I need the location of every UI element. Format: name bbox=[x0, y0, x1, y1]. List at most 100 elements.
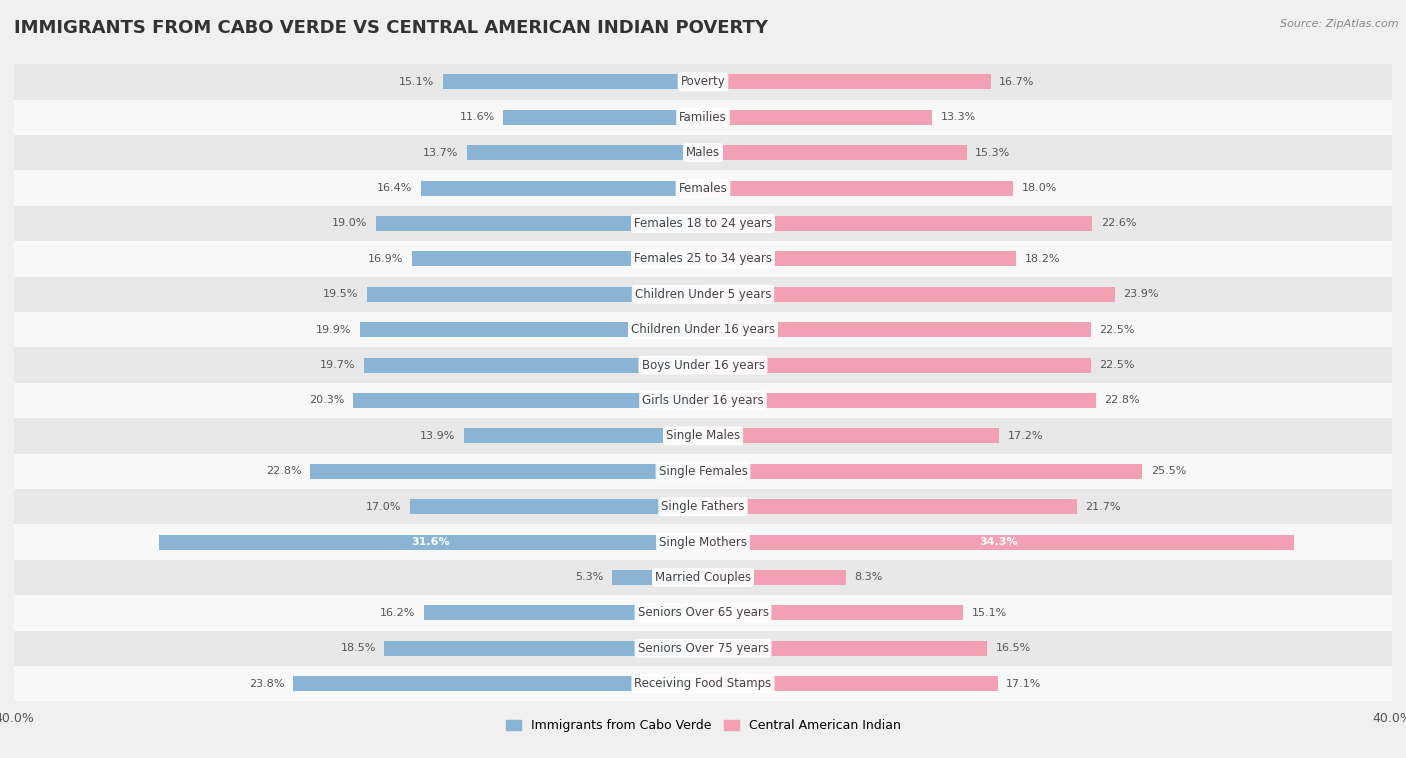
Bar bbox=[353, 393, 703, 408]
Legend: Immigrants from Cabo Verde, Central American Indian: Immigrants from Cabo Verde, Central Amer… bbox=[501, 714, 905, 738]
Bar bbox=[292, 676, 703, 691]
Bar bbox=[375, 216, 703, 231]
Text: 23.8%: 23.8% bbox=[249, 678, 284, 689]
Text: 31.6%: 31.6% bbox=[412, 537, 450, 547]
Bar bbox=[443, 74, 703, 89]
Text: 15.1%: 15.1% bbox=[972, 608, 1007, 618]
Text: 19.7%: 19.7% bbox=[319, 360, 356, 370]
Text: 16.5%: 16.5% bbox=[995, 644, 1031, 653]
Text: Females 18 to 24 years: Females 18 to 24 years bbox=[634, 217, 772, 230]
Bar bbox=[703, 146, 966, 160]
Bar bbox=[14, 205, 1392, 241]
Bar bbox=[14, 631, 1392, 666]
Bar bbox=[14, 171, 1392, 205]
Bar bbox=[703, 606, 963, 620]
Bar bbox=[703, 534, 1294, 550]
Text: Receiving Food Stamps: Receiving Food Stamps bbox=[634, 677, 772, 691]
Bar bbox=[384, 641, 703, 656]
Bar bbox=[14, 560, 1392, 595]
Bar bbox=[14, 312, 1392, 347]
Bar bbox=[14, 525, 1392, 560]
Text: 23.9%: 23.9% bbox=[1123, 290, 1159, 299]
Text: 8.3%: 8.3% bbox=[855, 572, 883, 582]
Text: 16.2%: 16.2% bbox=[380, 608, 415, 618]
Bar bbox=[503, 110, 703, 125]
Bar bbox=[703, 216, 1092, 231]
Text: Single Fathers: Single Fathers bbox=[661, 500, 745, 513]
Bar bbox=[703, 252, 1017, 266]
Text: 19.0%: 19.0% bbox=[332, 218, 367, 228]
Bar bbox=[703, 570, 846, 585]
Text: 16.4%: 16.4% bbox=[377, 183, 412, 193]
Text: 13.9%: 13.9% bbox=[419, 431, 456, 441]
Text: Seniors Over 65 years: Seniors Over 65 years bbox=[637, 606, 769, 619]
Bar bbox=[412, 252, 703, 266]
Bar bbox=[703, 180, 1012, 196]
Text: Children Under 5 years: Children Under 5 years bbox=[634, 288, 772, 301]
Bar bbox=[703, 464, 1142, 479]
Bar bbox=[703, 393, 1095, 408]
Bar bbox=[14, 595, 1392, 631]
Bar bbox=[703, 358, 1091, 372]
Text: 13.7%: 13.7% bbox=[423, 148, 458, 158]
Text: Poverty: Poverty bbox=[681, 75, 725, 89]
Text: 15.3%: 15.3% bbox=[976, 148, 1011, 158]
Bar bbox=[467, 146, 703, 160]
Bar bbox=[703, 428, 1000, 443]
Bar bbox=[703, 322, 1091, 337]
Text: 25.5%: 25.5% bbox=[1152, 466, 1187, 476]
Bar bbox=[367, 287, 703, 302]
Text: Females 25 to 34 years: Females 25 to 34 years bbox=[634, 252, 772, 265]
Bar bbox=[14, 453, 1392, 489]
Bar bbox=[703, 110, 932, 125]
Bar bbox=[14, 135, 1392, 171]
Bar bbox=[14, 241, 1392, 277]
Bar bbox=[311, 464, 703, 479]
Bar bbox=[14, 418, 1392, 453]
Text: Single Mothers: Single Mothers bbox=[659, 536, 747, 549]
Text: 18.2%: 18.2% bbox=[1025, 254, 1060, 264]
Text: 18.0%: 18.0% bbox=[1022, 183, 1057, 193]
Text: 22.8%: 22.8% bbox=[1104, 396, 1140, 406]
Bar bbox=[411, 500, 703, 514]
Text: Boys Under 16 years: Boys Under 16 years bbox=[641, 359, 765, 371]
Bar bbox=[420, 180, 703, 196]
Text: 17.1%: 17.1% bbox=[1007, 678, 1042, 689]
Bar bbox=[14, 489, 1392, 525]
Text: 17.2%: 17.2% bbox=[1008, 431, 1043, 441]
Bar bbox=[703, 287, 1115, 302]
Text: 11.6%: 11.6% bbox=[460, 112, 495, 122]
Text: 19.5%: 19.5% bbox=[323, 290, 359, 299]
Bar bbox=[14, 666, 1392, 701]
Text: 15.1%: 15.1% bbox=[399, 77, 434, 87]
Text: IMMIGRANTS FROM CABO VERDE VS CENTRAL AMERICAN INDIAN POVERTY: IMMIGRANTS FROM CABO VERDE VS CENTRAL AM… bbox=[14, 19, 768, 37]
Bar bbox=[703, 74, 991, 89]
Text: 17.0%: 17.0% bbox=[366, 502, 402, 512]
Text: 34.3%: 34.3% bbox=[979, 537, 1018, 547]
Text: 16.9%: 16.9% bbox=[368, 254, 404, 264]
Text: Married Couples: Married Couples bbox=[655, 571, 751, 584]
Text: 19.9%: 19.9% bbox=[316, 324, 352, 335]
Text: Children Under 16 years: Children Under 16 years bbox=[631, 323, 775, 337]
Bar bbox=[612, 570, 703, 585]
Text: 22.5%: 22.5% bbox=[1099, 324, 1135, 335]
Bar bbox=[14, 277, 1392, 312]
Bar bbox=[464, 428, 703, 443]
Text: 22.8%: 22.8% bbox=[266, 466, 302, 476]
Bar bbox=[14, 99, 1392, 135]
Text: Males: Males bbox=[686, 146, 720, 159]
Text: 21.7%: 21.7% bbox=[1085, 502, 1121, 512]
Text: 13.3%: 13.3% bbox=[941, 112, 976, 122]
Text: Girls Under 16 years: Girls Under 16 years bbox=[643, 394, 763, 407]
Text: 22.5%: 22.5% bbox=[1099, 360, 1135, 370]
Text: Seniors Over 75 years: Seniors Over 75 years bbox=[637, 642, 769, 655]
Bar bbox=[425, 606, 703, 620]
Bar bbox=[364, 358, 703, 372]
Text: Families: Families bbox=[679, 111, 727, 124]
Text: Single Females: Single Females bbox=[658, 465, 748, 478]
Text: Single Males: Single Males bbox=[666, 429, 740, 443]
Bar bbox=[14, 347, 1392, 383]
Text: 5.3%: 5.3% bbox=[575, 572, 603, 582]
Text: 18.5%: 18.5% bbox=[340, 644, 375, 653]
Bar bbox=[703, 676, 997, 691]
